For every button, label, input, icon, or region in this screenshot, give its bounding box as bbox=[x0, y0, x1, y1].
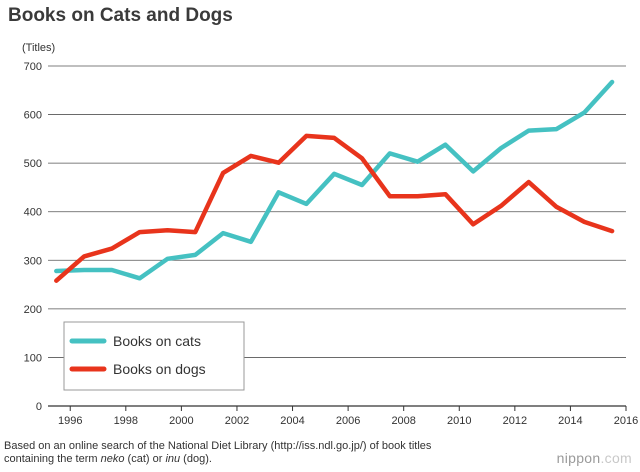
x-tick-label: 2004 bbox=[280, 415, 304, 427]
source-note-text: Based on an online search of the Nationa… bbox=[4, 440, 432, 465]
legend-label: Books on cats bbox=[113, 333, 201, 349]
x-tick-label: 2000 bbox=[169, 415, 193, 427]
x-tick-label: 1998 bbox=[114, 415, 138, 427]
term-neko: neko bbox=[100, 453, 125, 465]
y-tick-label: 400 bbox=[24, 207, 42, 219]
series-line-dogs bbox=[54, 133, 615, 283]
x-axis-ticks: 1996 1998 2000 2002 2004 2006 2008 2010 2012 2014… bbox=[58, 406, 638, 427]
chart-title: Books on Cats and Dogs bbox=[8, 5, 233, 26]
legend: Books on cats Books on dogs bbox=[63, 321, 245, 391]
source-note-mid: (cat) or bbox=[124, 453, 166, 465]
x-tick-label: 2002 bbox=[225, 415, 249, 427]
line-chart: (Titles) 0 100 200 300 400 500 600 700 1996 1998… bbox=[22, 42, 638, 427]
y-tick-label: 700 bbox=[24, 61, 42, 73]
x-tick-label: 2008 bbox=[391, 415, 415, 427]
y-axis-ticks: 0 100 200 300 400 500 600 700 bbox=[24, 61, 42, 413]
x-tick-label: 2014 bbox=[558, 415, 582, 427]
y-tick-label: 500 bbox=[24, 158, 42, 170]
brand-name: nippon bbox=[556, 450, 601, 466]
x-tick-label: 2012 bbox=[503, 415, 527, 427]
brand-suffix: .com bbox=[600, 450, 632, 466]
y-tick-label: 0 bbox=[36, 401, 42, 413]
y-axis-unit-label: (Titles) bbox=[22, 42, 55, 54]
legend-box bbox=[63, 321, 245, 391]
brand-logo: nippon.com bbox=[557, 450, 632, 466]
y-tick-label: 100 bbox=[24, 352, 42, 364]
x-tick-label: 1996 bbox=[58, 415, 82, 427]
x-tick-label: 2010 bbox=[447, 415, 471, 427]
source-note: Based on an online search of the Nationa… bbox=[4, 440, 474, 466]
term-inu: inu bbox=[165, 453, 181, 465]
source-note-end: (dog). bbox=[180, 453, 212, 465]
y-tick-label: 300 bbox=[24, 255, 42, 267]
y-tick-label: 200 bbox=[24, 304, 42, 316]
x-tick-label: 2006 bbox=[336, 415, 360, 427]
y-tick-label: 600 bbox=[24, 110, 42, 122]
series-lines bbox=[54, 79, 615, 283]
x-tick-label: 2016 bbox=[614, 415, 638, 427]
legend-label: Books on dogs bbox=[113, 361, 206, 377]
gridlines bbox=[48, 65, 626, 407]
